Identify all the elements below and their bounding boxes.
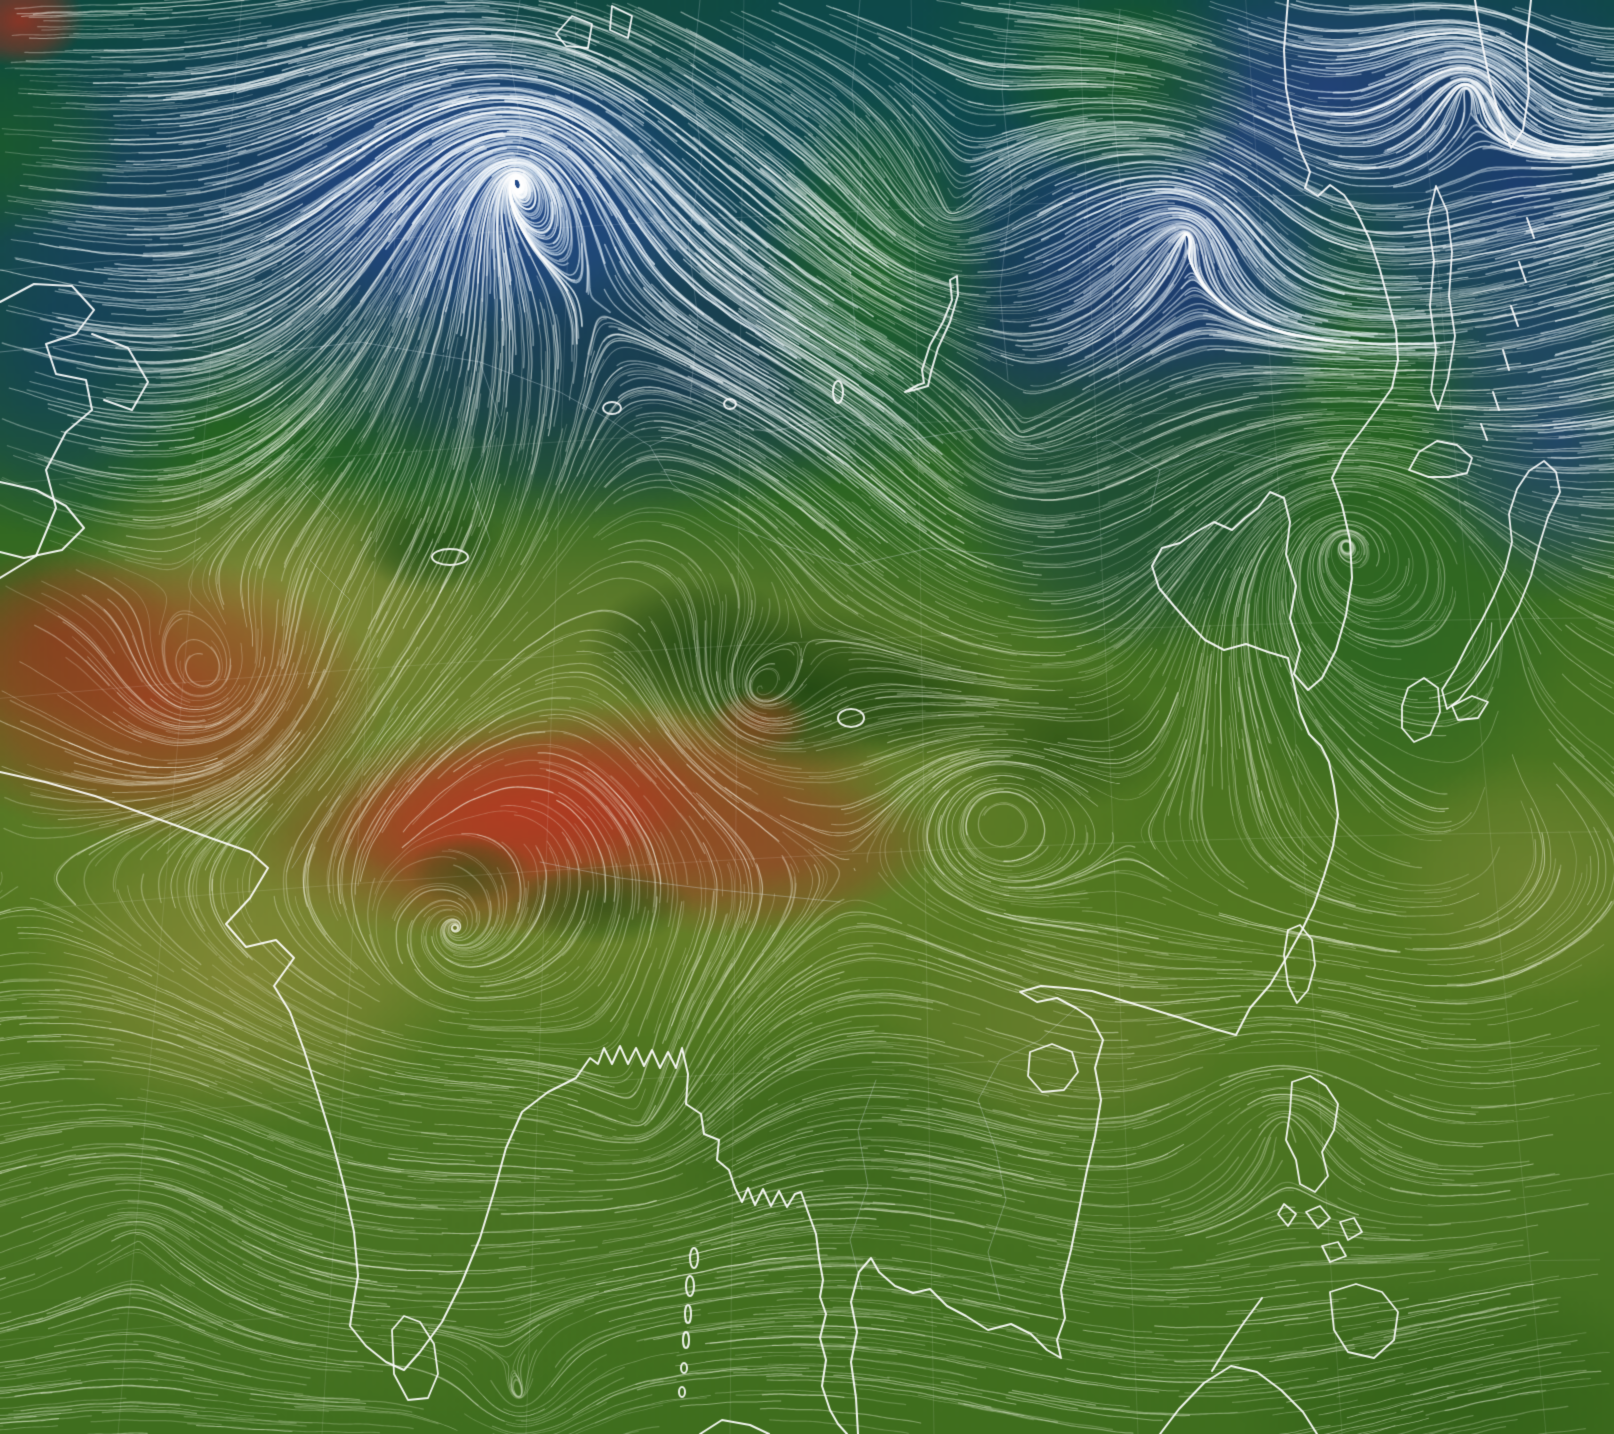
weather-map[interactable] (0, 0, 1614, 1434)
wind-temperature-canvas[interactable] (0, 0, 1614, 1434)
